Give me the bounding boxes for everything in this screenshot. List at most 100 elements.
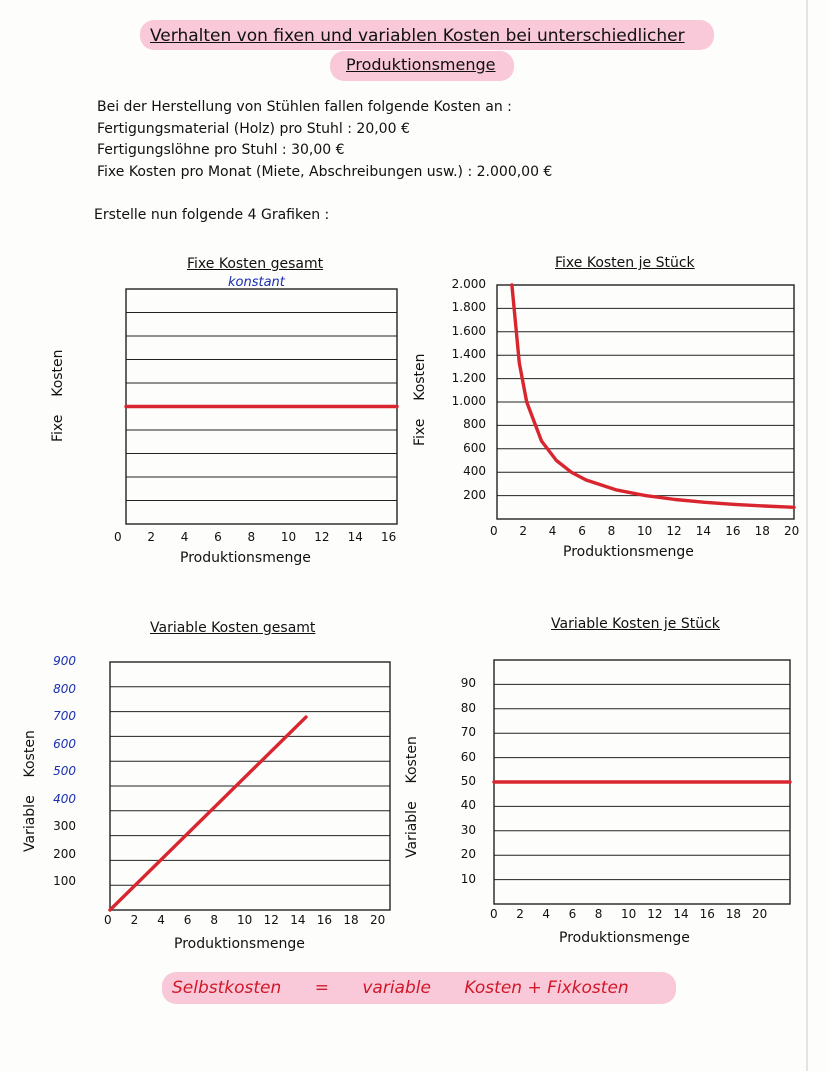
chart2-y-tick: 1.400	[451, 347, 486, 362]
chart3-y-tick: 900	[53, 654, 76, 668]
chart4-y-tick: 60	[460, 749, 476, 764]
chart1-x-tick: 4	[180, 530, 189, 544]
chart2-x-tick: 18	[754, 524, 770, 538]
chart2-group	[496, 283, 796, 520]
chart2-xlabel: Produktionsmenge	[563, 544, 694, 560]
chart3-x-tick: 8	[210, 913, 219, 927]
chart4-x-tick: 12	[647, 907, 663, 921]
chart1-x-tick: 16	[381, 530, 397, 544]
chart1-x-tick: 0	[114, 530, 122, 544]
chart4-x-tick: 10	[621, 907, 637, 921]
chart4-y-tick: 30	[460, 822, 476, 837]
chart4-x-tick: 0	[490, 907, 498, 921]
chart2-y-tick: 600	[463, 440, 486, 455]
chart3-y-tick: 100	[53, 874, 76, 889]
chart2-x-tick: 12	[666, 524, 682, 538]
chart4-y-tick: 70	[460, 725, 476, 740]
chart3-x-tick: 16	[316, 913, 333, 927]
formula-highlight	[162, 972, 676, 1004]
chart2-title: Fixe Kosten je Stück	[555, 255, 695, 271]
chart4-x-tick: 14	[673, 907, 689, 921]
chart3-x-tick: 2	[130, 913, 139, 927]
chart4-x-tick: 4	[542, 907, 551, 921]
chart3-y-tick: 200	[53, 846, 76, 861]
chart4-x-tick: 2	[516, 907, 524, 921]
chart4-group	[492, 659, 792, 905]
title-highlight	[140, 20, 714, 50]
intro-line-3: Fertigungslöhne pro Stuhl : 30,00 €	[97, 142, 345, 158]
chart3-x-tick: 18	[343, 913, 359, 927]
task-instruction: Erstelle nun folgende 4 Grafiken :	[94, 207, 330, 223]
page-title: Verhalten von fixen und variablen Kosten…	[150, 26, 685, 46]
chart3-x-tick: 14	[290, 913, 306, 927]
chart4-y-tick: 10	[460, 871, 476, 886]
page-edge	[806, 0, 808, 1071]
chart3-y-tick: 400	[53, 791, 76, 806]
chart1-x-tick: 8	[247, 530, 256, 544]
chart2-y-tick: 1.600	[451, 323, 486, 338]
chart2-x-tick: 10	[637, 524, 653, 538]
formula-selbstkosten: Selbstkosten	[172, 978, 282, 998]
chart3-x-tick: 4	[157, 913, 165, 927]
chart1-note: konstant	[228, 275, 285, 290]
title-highlight-2	[330, 51, 514, 81]
chart3-y-tick: 800	[53, 681, 76, 696]
chart4-y-tick: 80	[460, 700, 476, 715]
chart2-x-tick: 6	[578, 524, 586, 538]
chart3-x-tick: 0	[104, 913, 112, 927]
chart4-x-tick: 18	[725, 907, 742, 921]
chart4-x-tick: 8	[594, 907, 603, 921]
chart3-series-line	[108, 715, 308, 912]
chart1-title: Fixe Kosten gesamt	[187, 256, 324, 272]
intro-line-1: Bei der Herstellung von Stühlen fallen f…	[97, 99, 512, 115]
chart3-x-tick: 12	[263, 913, 279, 927]
chart2-series-line	[510, 283, 796, 509]
chart1-group	[124, 288, 399, 525]
chart2-x-tick: 4	[548, 524, 557, 538]
formula-equals: =	[314, 978, 329, 998]
chart1-x-tick: 14	[347, 530, 363, 544]
chart3-y-tick: 300	[53, 819, 76, 834]
chart3-group	[108, 661, 391, 912]
cost-formula: Selbstkosten = variable Kosten + Fixkost…	[172, 978, 657, 998]
formula-variable: variable	[362, 978, 431, 998]
chart2-x-tick: 8	[607, 524, 616, 538]
intro-line-2: Fertigungsmaterial (Holz) pro Stuhl : 20…	[97, 121, 410, 137]
chart3-title: Variable Kosten gesamt	[150, 620, 316, 636]
chart2-y-tick: 2.000	[451, 277, 486, 291]
chart2-y-tick: 400	[463, 464, 486, 479]
chart1-x-tick: 12	[314, 530, 330, 544]
chart2-y-tick: 1.800	[451, 300, 486, 315]
chart4-x-tick: 20	[752, 907, 768, 921]
chart4-xlabel: Produktionsmenge	[559, 930, 690, 946]
chart2-x-tick: 0	[490, 524, 498, 538]
chart4-x-tick: 16	[699, 907, 715, 921]
chart2-x-tick: 14	[695, 524, 712, 538]
formula-rest: Kosten + Fixkosten	[464, 978, 629, 998]
intro-line-4: Fixe Kosten pro Monat (Miete, Abschreibu…	[97, 164, 553, 180]
chart2-y-tick: 800	[463, 417, 486, 432]
chart3-x-tick: 10	[237, 913, 253, 927]
chart2-x-tick: 16	[725, 524, 741, 538]
chart2-y-tick: 1.000	[451, 394, 486, 408]
chart4-y-tick: 90	[460, 676, 476, 691]
chart3-y-tick: 600	[53, 736, 76, 751]
chart2-x-tick: 20	[784, 524, 800, 538]
chart1-x-tick: 6	[214, 530, 222, 544]
chart4-y-tick: 50	[460, 774, 476, 788]
chart1-x-tick: 10	[280, 530, 297, 544]
chart1-xlabel: Produktionsmenge	[180, 550, 311, 566]
chart3-x-tick: 20	[370, 913, 386, 927]
chart2-x-tick: 2	[519, 524, 528, 538]
chart4-y-tick: 20	[460, 847, 476, 862]
chart1-x-tick: 2	[147, 530, 156, 544]
chart2-y-tick: 1.200	[451, 370, 486, 385]
page-subtitle: Produktionsmenge	[346, 55, 496, 74]
chart2-y-tick: 200	[463, 487, 486, 502]
chart3-y-tick: 500	[53, 764, 76, 779]
chart4-y-tick: 40	[460, 798, 476, 813]
chart4-x-tick: 6	[568, 907, 577, 921]
chart3-x-tick: 6	[183, 913, 192, 927]
